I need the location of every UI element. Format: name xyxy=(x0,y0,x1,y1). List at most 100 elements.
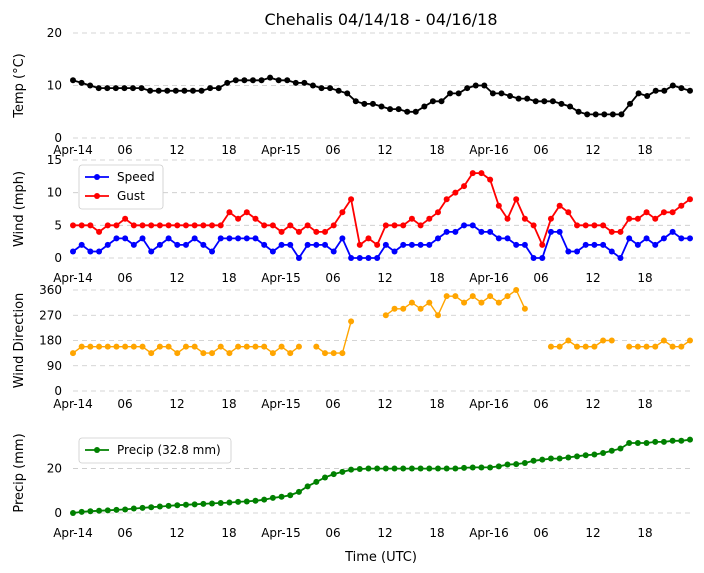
wind-x-tick-label: Apr-16 xyxy=(469,271,509,285)
precipitation-series-precip-point xyxy=(304,483,311,490)
precipitation-series-precip-point xyxy=(634,440,641,446)
wind-series-speed-line xyxy=(72,224,690,260)
wind-direction-series-point xyxy=(122,343,129,350)
temperature-series-point xyxy=(189,87,196,94)
temperature-series-point xyxy=(378,103,385,110)
precipitation-series-precip-point xyxy=(70,510,76,516)
wind-series-gust-point xyxy=(513,196,520,203)
wind-direction-series-point xyxy=(434,312,441,319)
precipitation-series-precip-point xyxy=(391,465,398,472)
temperature-series-point xyxy=(249,77,256,84)
temperature-panel: 0 10 20 Apr-14 06 12 18 Apr-15 06 12 18 Apr-16 06 12 1… xyxy=(12,26,693,157)
wind-series-gust-point xyxy=(582,222,589,229)
wind-series-gust-point xyxy=(252,215,259,222)
precipitation-series-precip-point xyxy=(582,452,589,459)
temperature-x-tick-label: 18 xyxy=(637,143,652,157)
wind-y-tick-label: 10 xyxy=(47,186,62,200)
precipitation-series-precip-point xyxy=(87,508,94,515)
wind-x-tick-label: Apr-15 xyxy=(261,271,301,285)
wind-direction-y-tick-label: 270 xyxy=(39,308,62,322)
temperature-series-point xyxy=(172,87,179,94)
wind-series-gust-point xyxy=(556,202,563,209)
temperature-y-tick-label: 20 xyxy=(47,26,62,40)
wind-series-speed-point xyxy=(278,241,285,248)
precipitation-series-precip-point xyxy=(408,465,415,472)
precipitation-series-precip-point xyxy=(295,488,302,495)
temperature-series-point xyxy=(421,103,428,110)
wind-series-speed-point xyxy=(556,228,563,235)
wind-direction-series-point xyxy=(687,337,693,344)
wind-series-gust-point xyxy=(461,183,468,190)
wind-series-gust-point xyxy=(504,215,511,222)
wind-series-gust-point xyxy=(356,241,363,248)
wind-direction-x-tick-label: Apr-16 xyxy=(469,397,509,411)
temperature-series-point xyxy=(138,85,145,92)
wind-series-gust-point xyxy=(156,222,163,229)
wind-series-gust-point xyxy=(634,215,641,222)
temperature-y-axis-label: Temp (°C) xyxy=(12,53,27,119)
wind-direction-series-point xyxy=(104,343,111,350)
precipitation-series-precip-point xyxy=(130,505,137,512)
precipitation-legend-label: Precip (32.8 mm) xyxy=(117,443,221,457)
temperature-series-point xyxy=(395,106,402,113)
wind-series-gust-point xyxy=(78,222,85,229)
precipitation-series-precip-point xyxy=(313,478,320,485)
wind-series-gust-point xyxy=(469,170,476,177)
wind-direction-series-point xyxy=(417,305,424,312)
wind-direction-series-point xyxy=(678,343,685,350)
precipitation-series-precip-point xyxy=(591,451,598,458)
wind-direction-series-point xyxy=(400,305,407,312)
wind-series-gust-point xyxy=(174,222,181,229)
wind-y-tick-label: 5 xyxy=(54,218,62,232)
temperature-series-point xyxy=(129,85,136,92)
precipitation-series-precip-point xyxy=(287,492,294,499)
temperature-series-point xyxy=(164,87,171,94)
precipitation-x-tick-label: 12 xyxy=(585,526,600,540)
wind-series-gust-point xyxy=(122,215,129,222)
wind-direction-x-tick-label: 12 xyxy=(585,397,600,411)
wind-direction-series-point xyxy=(87,343,94,350)
precipitation-series-precip-point xyxy=(521,460,528,466)
wind-series-gust-point xyxy=(591,222,598,229)
wind-series-speed-point xyxy=(452,228,459,235)
wind-series-speed-point xyxy=(687,235,693,242)
wind-series-gust-point xyxy=(182,222,189,229)
wind-direction-series-point xyxy=(287,350,294,357)
wind-direction-series-point xyxy=(243,343,250,350)
temperature-series-point xyxy=(361,100,368,107)
precipitation-series-precip-point xyxy=(574,453,581,460)
wind-direction-x-tick-label: Apr-15 xyxy=(261,397,301,411)
temperature-x-tick-label: Apr-15 xyxy=(261,143,301,157)
wind-series-gust-point xyxy=(374,241,381,248)
wind-direction-x-tick-label: 18 xyxy=(429,397,444,411)
x-axis-label: Time (UTC) xyxy=(344,550,417,565)
wind-series-gust-point xyxy=(452,189,459,196)
wind-series-gust-point xyxy=(191,222,198,229)
wind-direction-series-point xyxy=(217,343,224,350)
temperature-series-point xyxy=(498,90,505,97)
precipitation-series-precip-point xyxy=(139,504,146,511)
precipitation-series-precip-point xyxy=(530,457,537,464)
wind-series-speed-point xyxy=(252,235,259,242)
wind-series-gust-point xyxy=(70,222,76,229)
wind-series-gust-point xyxy=(209,222,216,229)
wind-direction-series-point xyxy=(487,293,494,300)
wind-direction-series-point xyxy=(113,343,120,350)
wind-series-speed-point xyxy=(339,235,346,242)
temperature-series-point xyxy=(532,98,539,105)
wind-series-speed-point xyxy=(539,255,546,261)
wind-series-gust-point xyxy=(104,222,111,229)
wind-series-gust-point xyxy=(113,222,120,229)
temperature-series-point xyxy=(652,87,659,94)
wind-series-gust-point xyxy=(617,228,624,235)
wind-direction-series-point xyxy=(461,299,468,306)
wind-direction-x-tick-label: 12 xyxy=(377,397,392,411)
wind-series-gust-point xyxy=(565,209,572,216)
temperature-x-tick-label: 12 xyxy=(585,143,600,157)
wind-series-speed-point xyxy=(78,241,85,248)
precipitation-series-precip-point xyxy=(104,507,111,514)
wind-x-tick-label: 06 xyxy=(117,271,132,285)
temperature-series-point xyxy=(147,87,154,94)
wind-direction-series-point xyxy=(565,337,572,344)
temperature-series-point xyxy=(215,85,222,92)
